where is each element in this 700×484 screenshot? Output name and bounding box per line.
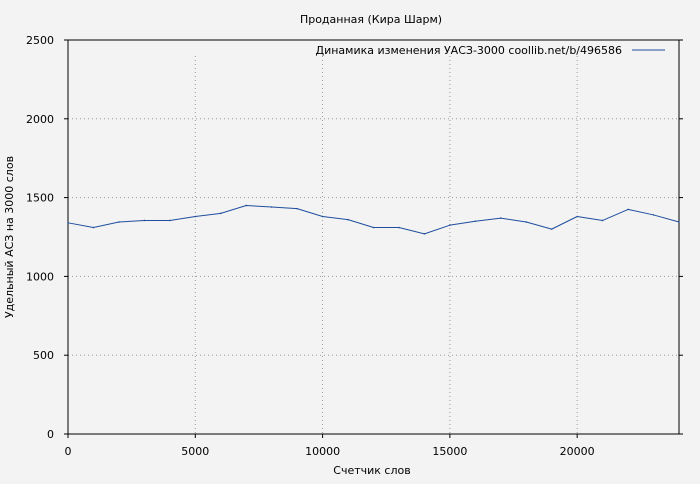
data-point <box>67 222 69 224</box>
series-layer <box>67 204 680 235</box>
axis-ticks: 0 500 1000 1500 2000 2500 0 5000 10000 15000 20000 <box>26 34 683 458</box>
x-tick-label: 20000 <box>560 445 595 458</box>
data-point <box>347 218 349 221</box>
data-point <box>143 219 146 222</box>
data-point <box>194 215 197 218</box>
y-tick-label: 0 <box>47 428 54 441</box>
legend-label: Динамика изменения УАСЗ-3000 coollib.net… <box>316 44 623 57</box>
y-tick-label: 1500 <box>26 192 54 205</box>
y-tick-label: 1000 <box>26 270 54 283</box>
data-point <box>118 221 120 223</box>
y-axis-label: Удельный АСЗ на 3000 слов <box>3 156 16 318</box>
data-point <box>398 226 400 229</box>
series-line <box>67 204 680 235</box>
data-point <box>92 226 95 229</box>
data-point <box>423 233 426 235</box>
data-point <box>245 204 248 207</box>
x-axis-label: Счетчик слов <box>333 464 410 477</box>
data-point <box>601 219 604 222</box>
x-tick-label: 15000 <box>432 445 467 458</box>
data-point <box>652 214 655 216</box>
data-point <box>296 207 298 210</box>
data-point <box>678 221 680 223</box>
data-point <box>219 212 222 215</box>
data-point <box>474 220 477 223</box>
data-point <box>499 217 502 219</box>
data-point <box>321 215 324 218</box>
y-tick-label: 2500 <box>26 34 54 47</box>
data-point <box>627 208 629 211</box>
data-point <box>372 226 375 229</box>
data-point <box>550 228 553 230</box>
data-point <box>270 206 273 208</box>
x-tick-label: 0 <box>65 445 72 458</box>
x-tick-label: 10000 <box>305 445 340 458</box>
y-tick-label: 500 <box>33 349 54 362</box>
y-tick-label: 2000 <box>26 113 54 126</box>
grid-lines <box>68 56 679 434</box>
data-point <box>525 221 528 223</box>
plot-area <box>67 39 680 435</box>
data-point <box>449 224 451 226</box>
data-point <box>169 219 171 222</box>
data-point <box>576 215 578 218</box>
chart-title: Проданная (Кира Шарм) <box>300 13 442 26</box>
legend: Динамика изменения УАСЗ-3000 coollib.net… <box>316 44 665 57</box>
x-tick-label: 5000 <box>181 445 209 458</box>
